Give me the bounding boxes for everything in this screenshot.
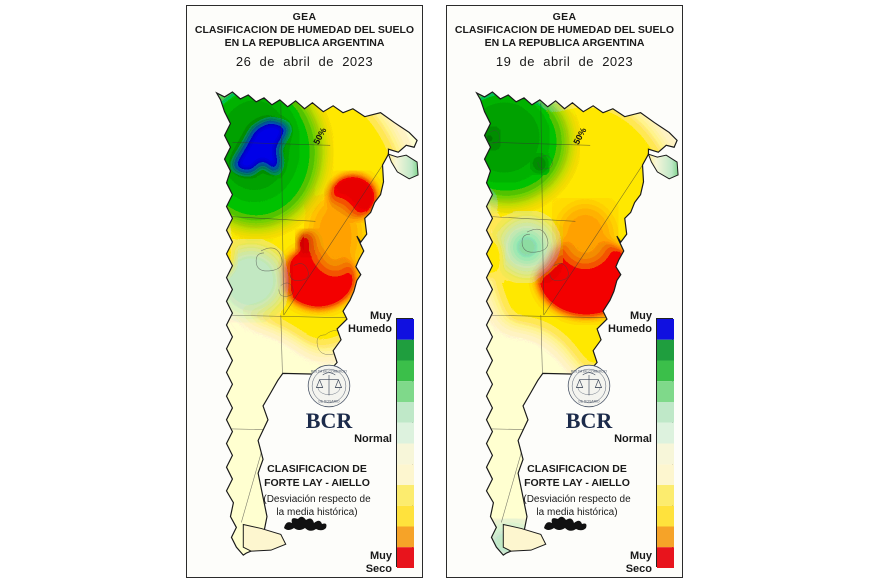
svg-text:BOLSA DE COMERCIO: BOLSA DE COMERCIO xyxy=(311,370,347,374)
svg-text:BOLSA DE COMERCIO: BOLSA DE COMERCIO xyxy=(571,370,607,374)
svg-text:DE ROSARIO: DE ROSARIO xyxy=(318,400,339,404)
svg-text:DE ROSARIO: DE ROSARIO xyxy=(578,400,599,404)
